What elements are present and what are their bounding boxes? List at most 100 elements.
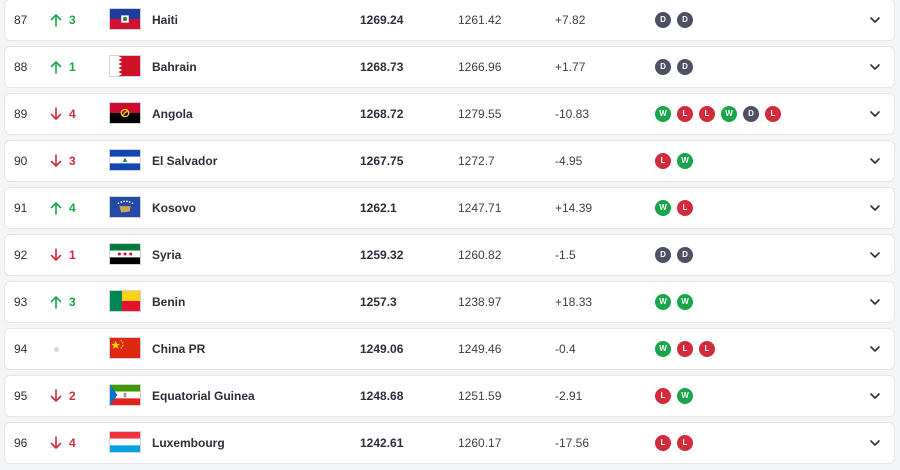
rank-number: 92 [14,248,28,262]
rank-number: 89 [14,107,28,121]
rank-change-value: 3 [69,13,76,27]
points-difference: +7.82 [555,13,586,27]
china-flag [109,337,141,359]
benin-flag [109,290,141,312]
chevron-down-icon[interactable] [869,202,881,214]
points-difference: +18.33 [555,295,593,309]
team-name[interactable]: Angola [152,107,193,121]
rank-change-value: 2 [69,389,76,403]
bahrain-flag [109,55,141,77]
haiti-flag [109,8,141,30]
rank-number: 94 [14,342,28,356]
points-difference: +1.77 [555,60,586,74]
form-result-badge: W [655,341,671,357]
arrow-up-icon [50,202,62,215]
arrow-up-icon [50,296,62,309]
total-points: 1262.1 [360,201,397,215]
form-result-badge: L [655,388,671,404]
total-points: 1259.32 [360,248,404,262]
total-points: 1249.06 [360,342,404,356]
ranking-row[interactable]: 96 4 Luxembourg 1242.61 1260.17 -17.56 L… [4,422,895,464]
team-name[interactable]: Luxembourg [152,436,225,450]
rank-change-value: 4 [69,201,76,215]
form-result-badge: W [677,294,693,310]
points-difference: -1.5 [555,248,576,262]
rank-change [49,329,89,369]
luxembourg-flag [109,431,141,453]
form-result-badge: L [677,106,693,122]
team-name[interactable]: El Salvador [152,154,218,168]
arrow-up-icon [50,14,62,27]
team-name[interactable]: Haiti [152,13,179,27]
rank-change: 4 [49,188,89,228]
kosovo-flag [109,196,141,218]
form-result-badge: W [721,106,737,122]
team-name[interactable]: Benin [152,295,186,309]
chevron-down-icon[interactable] [869,249,881,261]
syria-flag [109,243,141,265]
total-points: 1269.24 [360,13,404,27]
rank-number: 93 [14,295,28,309]
chevron-down-icon[interactable] [869,108,881,120]
form-result-badge: L [765,106,781,122]
rank-change: 3 [49,282,89,322]
arrow-up-icon [50,61,62,74]
rank-change-value: 3 [69,154,76,168]
chevron-down-icon[interactable] [869,437,881,449]
form-result-badge: D [655,12,671,28]
rank-change: 2 [49,376,89,416]
chevron-down-icon[interactable] [869,390,881,402]
team-name[interactable]: Syria [152,248,182,262]
no-change-dot [54,347,59,352]
previous-points: 1266.96 [458,60,502,74]
angola-flag [109,102,141,124]
rank-number: 91 [14,201,28,215]
chevron-down-icon[interactable] [869,61,881,73]
form-result-badge: D [677,12,693,28]
team-name[interactable]: China PR [152,342,206,356]
previous-points: 1247.71 [458,201,502,215]
total-points: 1242.61 [360,436,404,450]
team-name[interactable]: Equatorial Guinea [152,389,255,403]
total-points: 1257.3 [360,295,397,309]
previous-points: 1260.82 [458,248,502,262]
team-name[interactable]: Bahrain [152,60,197,74]
rank-number: 88 [14,60,28,74]
chevron-down-icon[interactable] [869,343,881,355]
chevron-down-icon[interactable] [869,155,881,167]
chevron-down-icon[interactable] [869,296,881,308]
arrow-down-icon [50,389,62,402]
rank-number: 96 [14,436,28,450]
total-points: 1268.73 [360,60,404,74]
total-points: 1267.75 [360,154,404,168]
el-salvador-flag [109,149,141,171]
rank-change-value: 4 [69,436,76,450]
team-name[interactable]: Kosovo [152,201,197,215]
chevron-down-icon[interactable] [869,14,881,26]
form-result-badge: D [655,247,671,263]
arrow-down-icon [50,248,62,261]
form-result-badge: D [677,247,693,263]
ranking-row[interactable]: 95 2 Equatorial Guinea 1248.68 1251.59 -… [4,375,895,417]
rank-change: 4 [49,94,89,134]
arrow-down-icon [50,107,62,120]
previous-points: 1260.17 [458,436,502,450]
previous-points: 1238.97 [458,295,502,309]
rank-change: 3 [49,141,89,181]
points-difference: -2.91 [555,389,583,403]
form-result-badge: W [655,200,671,216]
